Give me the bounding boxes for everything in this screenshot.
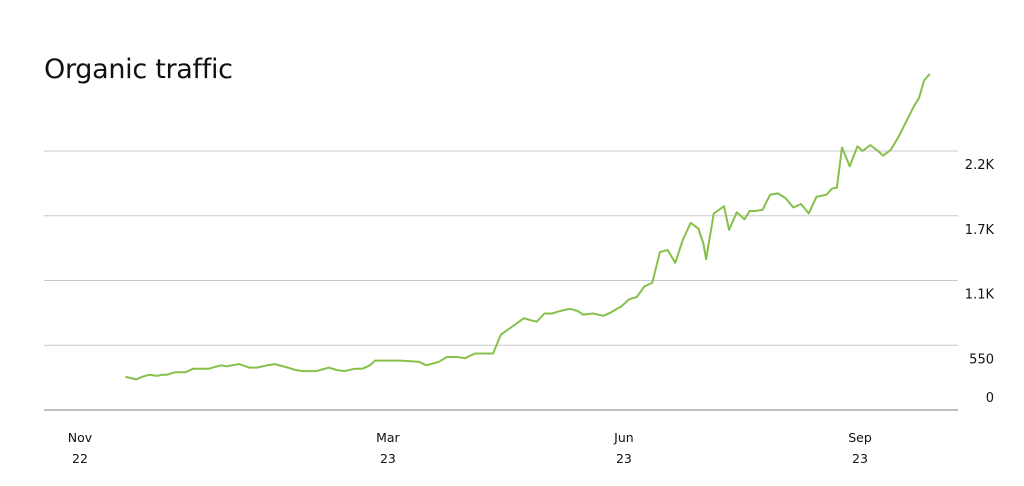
chart-title: Organic traffic [44,54,233,85]
x-tick-year-label: 22 [72,451,88,466]
x-tick-month-label: Mar [376,430,400,445]
y-tick-label: 2.2K [965,158,995,173]
x-tick-year-label: 23 [616,451,632,466]
y-tick-label: 1.1K [965,288,995,303]
organic-traffic-line [125,73,931,381]
x-tick-month-label: Sep [848,430,872,445]
y-tick-label: 1.7K [965,223,995,238]
x-tick-month-label: Nov [68,430,93,445]
y-tick-label: 550 [969,352,994,367]
x-tick-year-label: 23 [380,451,396,466]
y-tick-label: 0 [986,391,994,406]
x-tick-month-label: Jun [613,430,634,445]
x-tick-year-label: 23 [852,451,868,466]
